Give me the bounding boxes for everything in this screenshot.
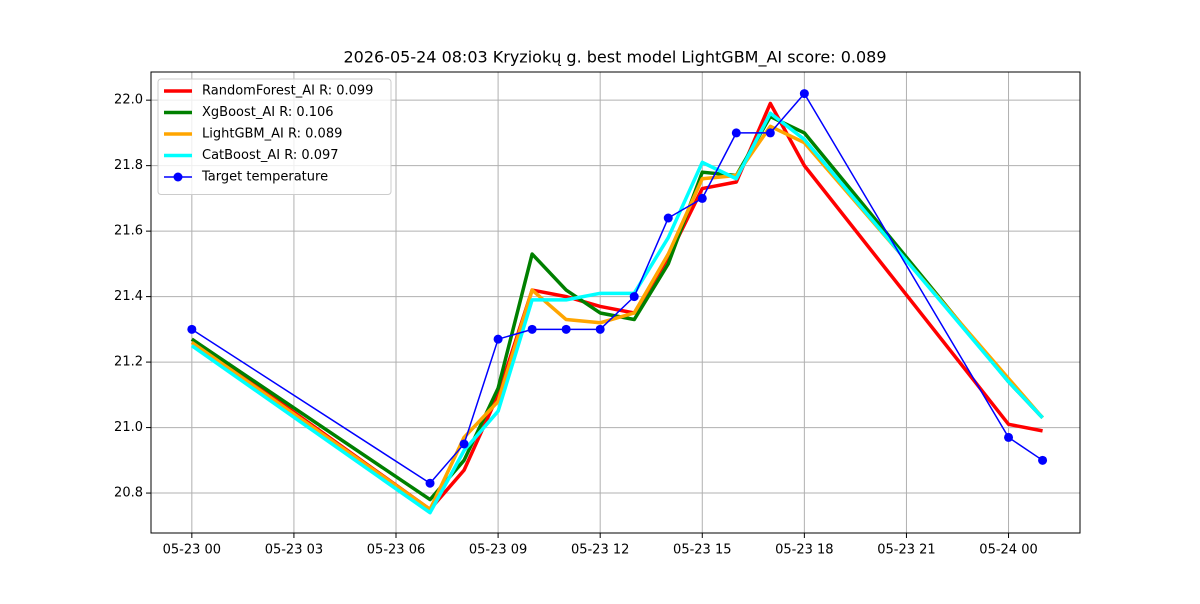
point: [731, 128, 741, 138]
legend-label: LightGBM_AI R: 0.089: [202, 127, 342, 142]
y-tick-label: 21.0: [114, 420, 143, 435]
legend-box: [157, 78, 392, 195]
x-tick-label: 05-23 00: [163, 543, 221, 558]
y-tick-label: 20.8: [114, 486, 143, 501]
point: [595, 324, 605, 334]
point: [697, 193, 707, 203]
y-tick-label: 21.2: [114, 355, 143, 370]
point: [561, 324, 571, 334]
legend-marker: [173, 172, 183, 182]
point: [493, 334, 503, 344]
legend-label: Target temperature: [201, 170, 328, 185]
chart-title: 2026-05-24 08:03 Kryziokų g. best model …: [344, 48, 887, 68]
x-tick-label: 05-23 03: [265, 543, 323, 558]
x-tick-label: 05-23 21: [877, 543, 935, 558]
x-tick-label: 05-23 18: [775, 543, 833, 558]
point: [629, 292, 639, 302]
point: [187, 324, 197, 334]
series-line: [190, 124, 1044, 512]
legend-label: RandomForest_AI R: 0.099: [202, 84, 373, 99]
point: [1038, 455, 1048, 465]
x-tick-label: 05-23 12: [571, 543, 629, 558]
point: [765, 128, 775, 138]
y-tick-label: 22.0: [114, 93, 143, 108]
legend-label: CatBoost_AI R: 0.097: [202, 148, 339, 163]
point: [663, 213, 673, 223]
point: [799, 89, 809, 99]
y-tick-label: 21.8: [114, 158, 143, 173]
legend-label: XgBoost_AI R: 0.106: [202, 105, 334, 120]
x-tick-label: 05-23 06: [367, 543, 425, 558]
point: [1004, 432, 1014, 442]
point: [527, 324, 537, 334]
point: [459, 439, 469, 449]
y-tick-label: 21.4: [114, 289, 143, 304]
point: [425, 478, 435, 488]
x-tick-label: 05-24 00: [979, 543, 1037, 558]
y-tick-label: 21.6: [114, 224, 143, 239]
x-tick-label: 05-23 15: [673, 543, 731, 558]
plot-frame: [150, 71, 1081, 534]
x-tick-label: 05-23 09: [469, 543, 527, 558]
